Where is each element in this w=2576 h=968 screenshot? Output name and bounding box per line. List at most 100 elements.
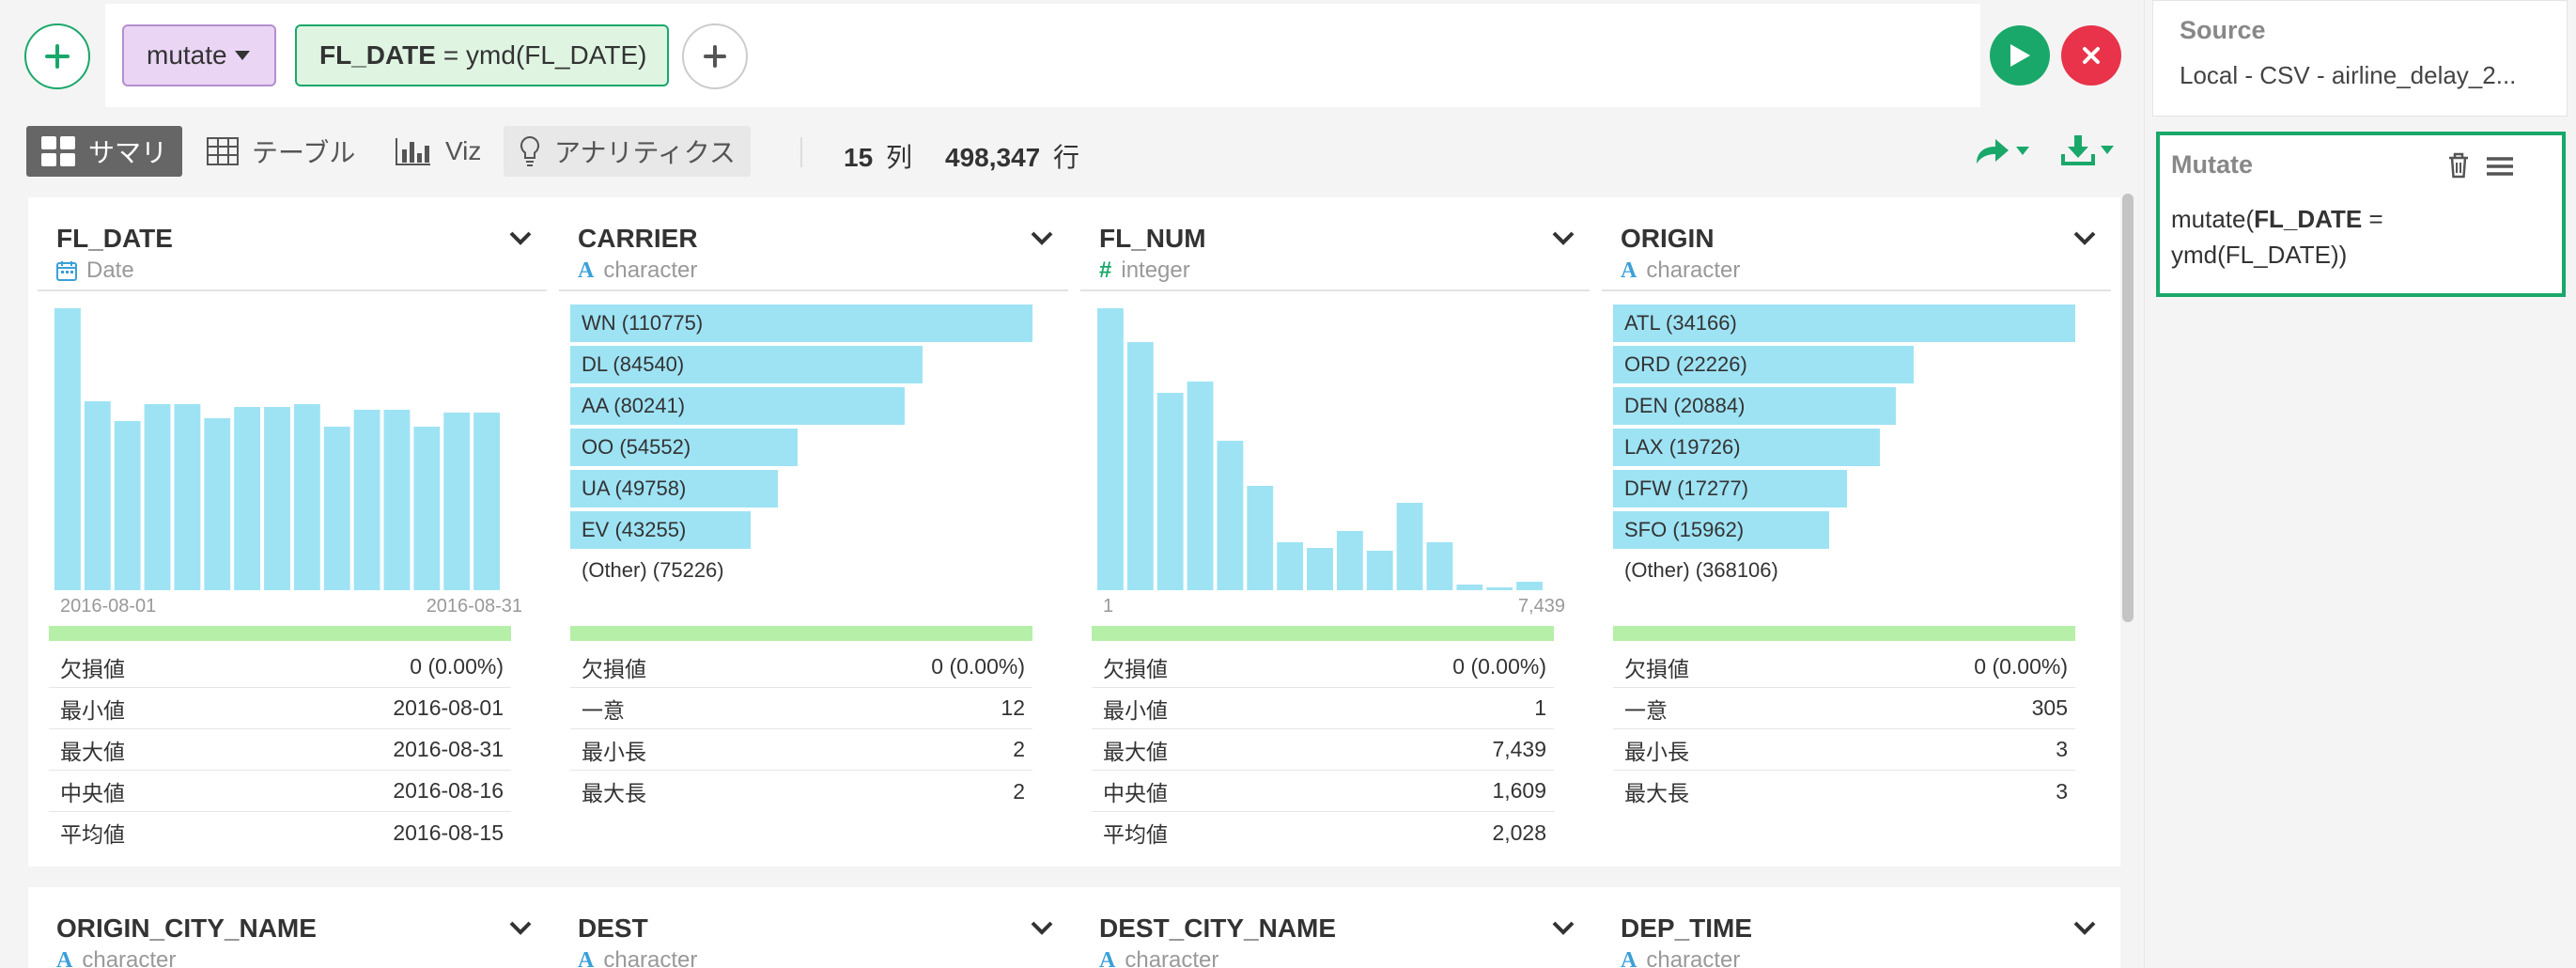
histogram xyxy=(1097,308,1543,590)
cancel-button[interactable] xyxy=(2061,25,2121,86)
expression-box[interactable]: FL_DATE = ymd(FL_DATE) xyxy=(295,24,669,86)
tab-analytics[interactable]: アナリティクス xyxy=(504,126,751,177)
category-bar: EV (43255) xyxy=(570,511,752,549)
column-card-carrier: CARRIER A character WN (110775) DL (8454… xyxy=(550,197,1078,867)
histogram-bar xyxy=(413,427,441,590)
stat-value: 2016-08-31 xyxy=(393,737,504,761)
chevron-down-icon[interactable] xyxy=(509,921,532,936)
run-button[interactable] xyxy=(1990,25,2050,86)
stat-value: 3 xyxy=(2056,737,2068,761)
tab-summary-label: サマリ xyxy=(88,138,168,167)
stat-row: 一意 305 xyxy=(1613,688,2075,729)
stat-label: 一意 xyxy=(582,697,625,723)
source-step[interactable]: Source Local - CSV - airline_delay_2... xyxy=(2152,0,2568,117)
stat-value: 7,439 xyxy=(1492,737,1546,761)
tab-table[interactable]: テーブル xyxy=(192,126,370,177)
stat-row: 最大値 7,439 xyxy=(1092,729,1554,771)
step-panel: Source Local - CSV - airline_delay_2... … xyxy=(2144,0,2576,968)
stat-label: 欠損値 xyxy=(60,656,125,681)
chevron-down-icon[interactable] xyxy=(2073,231,2096,246)
command-dropdown[interactable]: mutate xyxy=(122,24,276,86)
stat-label: 欠損値 xyxy=(1624,656,1689,681)
chevron-down-icon[interactable] xyxy=(1031,231,1053,246)
scrollbar-track[interactable] xyxy=(2119,184,2136,968)
caret-down-icon xyxy=(2101,145,2114,154)
stat-label: 最小長 xyxy=(582,739,646,764)
column-name: ORIGIN xyxy=(1621,224,1715,253)
histogram-bar xyxy=(1486,587,1513,590)
histogram-bar xyxy=(323,427,350,590)
stat-value: 0 (0.00%) xyxy=(1974,654,2068,679)
stat-row: 欠損値 0 (0.00%) xyxy=(1092,647,1554,688)
mutate-step[interactable]: Mutate mutate(FL_DATE = ymd(FL_DATE)) xyxy=(2156,132,2566,297)
category-bar: UA (49758) xyxy=(570,470,778,507)
category-bar: ORD (22226) xyxy=(1613,346,1915,383)
tab-viz[interactable]: Viz xyxy=(380,126,496,177)
stat-row: 中央値 2016-08-16 xyxy=(49,771,511,812)
histogram-bar xyxy=(174,404,201,590)
caret-down-icon xyxy=(234,51,250,60)
menu-icon[interactable] xyxy=(2487,156,2513,177)
stat-row: 平均値 2,028 xyxy=(1092,812,1554,853)
stat-row: 欠損値 0 (0.00%) xyxy=(570,647,1032,688)
column-card-fl-num: FL_NUM # integer 1 7,439 欠損値 0 (0.00%) 最小… xyxy=(1071,197,1599,867)
step-fn: mutate( xyxy=(2171,205,2255,233)
chevron-down-icon[interactable] xyxy=(1031,921,1053,936)
stat-label: 中央値 xyxy=(60,780,125,805)
histogram-bar xyxy=(293,404,320,590)
stat-label: 平均値 xyxy=(1103,822,1168,847)
row-count-value: 498,347 xyxy=(945,143,1041,172)
stat-label: 最小長 xyxy=(1624,739,1689,764)
stat-row: 最大長 2 xyxy=(570,771,1032,812)
stat-row: 平均値 2016-08-15 xyxy=(49,812,511,853)
chevron-down-icon[interactable] xyxy=(1552,921,1575,936)
category-bar: OO (54552) xyxy=(570,429,799,466)
trash-icon[interactable] xyxy=(2447,152,2470,179)
step-title: Mutate xyxy=(2171,150,2253,179)
download-button[interactable] xyxy=(2061,133,2114,165)
category-bar: DEN (20884) xyxy=(1613,387,1896,425)
other-category-label: (Other) (75226) xyxy=(582,558,724,582)
column-type-label: character xyxy=(1646,258,1741,283)
command-label: mutate xyxy=(147,40,227,70)
stat-value: 0 (0.00%) xyxy=(1452,654,1546,679)
tab-summary[interactable]: サマリ xyxy=(26,126,182,177)
column-name: CARRIER xyxy=(578,224,698,253)
stat-value: 2 xyxy=(1013,737,1025,761)
chart-icon xyxy=(396,138,430,165)
stat-label: 最小値 xyxy=(60,697,125,723)
add-argument-button[interactable] xyxy=(682,23,748,89)
column-type: Date xyxy=(56,258,134,284)
header-divider xyxy=(1080,289,1590,291)
histogram-bar xyxy=(353,410,380,590)
scrollbar-thumb[interactable] xyxy=(2122,194,2134,622)
chevron-down-icon[interactable] xyxy=(509,231,532,246)
hash-icon: # xyxy=(1099,258,1112,283)
stat-row: 最大長 3 xyxy=(1613,771,2075,812)
histogram xyxy=(54,308,500,590)
lightbulb-icon xyxy=(520,135,540,166)
column-count-value: 15 xyxy=(844,143,874,172)
header-divider xyxy=(1602,289,2111,291)
source-text: Local - CSV - airline_delay_2... xyxy=(2180,61,2517,89)
histogram-bar xyxy=(84,401,111,590)
stat-label: 一意 xyxy=(1624,697,1668,723)
text-type-icon: A xyxy=(1621,258,1637,283)
column-type: A character xyxy=(1621,258,1740,284)
add-step-button[interactable] xyxy=(24,23,90,89)
completeness-bar xyxy=(1092,626,1554,641)
stat-row: 最小値 2016-08-01 xyxy=(49,688,511,729)
column-type-label: character xyxy=(1125,947,1219,968)
stat-label: 最大値 xyxy=(1103,739,1168,764)
chevron-down-icon[interactable] xyxy=(2073,921,2096,936)
step-rest: ymd(FL_DATE)) xyxy=(2171,241,2348,269)
histogram-bar xyxy=(1097,308,1124,590)
stat-row: 欠損値 0 (0.00%) xyxy=(49,647,511,688)
chevron-down-icon[interactable] xyxy=(1552,231,1575,246)
stat-value: 2016-08-16 xyxy=(393,778,504,803)
text-type-icon: A xyxy=(578,258,595,283)
share-button[interactable] xyxy=(1973,135,2029,165)
stat-value: 2016-08-01 xyxy=(393,695,504,720)
